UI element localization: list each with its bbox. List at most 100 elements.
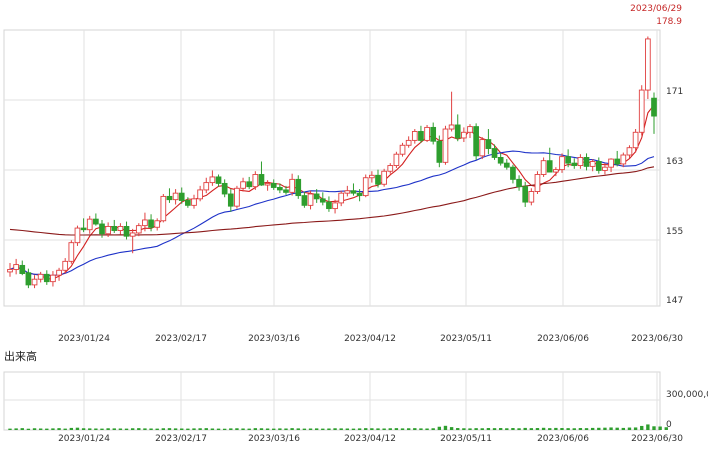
candle <box>62 258 69 274</box>
candle <box>93 213 99 226</box>
volume-bar <box>351 428 356 430</box>
volume-bar <box>443 425 448 430</box>
candle <box>264 180 271 191</box>
candle <box>350 183 357 196</box>
candle <box>454 114 461 142</box>
volume-bar <box>247 428 251 430</box>
volume-bar <box>94 428 98 430</box>
candle <box>461 127 467 143</box>
candle <box>154 218 161 231</box>
volume-bar <box>259 428 264 430</box>
volume-bar <box>81 428 86 430</box>
volume-bar <box>400 428 405 430</box>
volume-bar <box>167 428 172 430</box>
x-tick-label: 2023/01/24 <box>58 334 110 344</box>
volume-bar <box>572 428 576 430</box>
volume-bar <box>462 428 466 430</box>
candle <box>638 85 645 136</box>
volume-bar <box>333 428 337 430</box>
x-tick-label: 2023/02/17 <box>155 334 207 344</box>
volume-bar <box>492 428 497 430</box>
candle <box>338 190 345 207</box>
candle <box>178 187 185 204</box>
volume-bar <box>321 428 325 430</box>
volume-bar <box>32 428 37 430</box>
candle <box>411 129 418 144</box>
volume-bar <box>63 428 67 430</box>
volume-x-tick-label: 2023/04/12 <box>344 434 396 444</box>
candle <box>86 215 93 234</box>
volume-bar <box>566 428 570 430</box>
volume-bar <box>216 428 221 430</box>
candle <box>626 145 633 159</box>
candle <box>442 125 449 165</box>
candle <box>602 163 608 175</box>
volume-bar <box>253 428 258 430</box>
candle <box>270 179 277 190</box>
volume-bar <box>456 428 460 430</box>
volume-bar <box>633 427 638 430</box>
volume-bar <box>388 428 392 430</box>
candle <box>344 185 351 197</box>
volume-bar <box>548 428 552 430</box>
volume-bar <box>437 426 442 430</box>
volume-bar <box>578 428 583 430</box>
candle <box>221 179 228 198</box>
moving-averages <box>9 104 655 280</box>
volume-x-tick-label: 2023/01/24 <box>58 434 110 444</box>
volume-bar <box>468 428 472 430</box>
volume-bar <box>186 428 190 430</box>
candles <box>7 36 657 289</box>
candle <box>37 271 44 283</box>
volume-bar <box>597 427 601 430</box>
candle <box>571 158 578 169</box>
volume-bar <box>652 426 656 430</box>
volume-bar <box>413 428 417 430</box>
volume-bar <box>290 428 294 430</box>
volume-bar <box>541 427 546 430</box>
volume-bar <box>38 428 43 430</box>
candle <box>215 174 222 187</box>
candle <box>497 153 504 166</box>
candle <box>565 149 571 168</box>
volume-bar <box>124 428 129 430</box>
volume-bar <box>51 428 55 430</box>
candle <box>399 142 406 157</box>
volume-bar <box>627 427 632 430</box>
volume-bar <box>112 428 116 430</box>
candle <box>313 189 320 203</box>
candle <box>240 177 246 192</box>
candle <box>369 171 375 183</box>
candle <box>559 153 565 173</box>
ma-short-line <box>9 104 655 280</box>
axis-labels: 2023/01/24 2023/01/24 2023/02/17 2023/02/17… <box>58 87 708 444</box>
candle <box>424 124 430 143</box>
volume-bar <box>278 428 282 430</box>
volume-bar <box>265 428 270 430</box>
volume-label: 出来高 <box>4 349 37 363</box>
volume-bar <box>137 428 141 430</box>
volume-bar <box>143 428 147 430</box>
candle <box>56 267 62 281</box>
volume-bar <box>272 428 276 430</box>
volume-bars <box>8 424 668 430</box>
candle <box>583 153 590 171</box>
volume-y-tick-label: 300,000,0 <box>666 390 708 400</box>
candle <box>105 222 111 237</box>
candle <box>258 161 265 186</box>
candle <box>111 219 118 233</box>
volume-bar <box>14 428 18 430</box>
volume-bar <box>302 428 307 430</box>
candle <box>301 191 308 208</box>
candle <box>516 175 522 191</box>
candle <box>467 124 473 138</box>
candle <box>68 240 75 264</box>
volume-bar <box>511 428 515 430</box>
candle <box>632 129 639 153</box>
candle <box>25 268 32 289</box>
volume-bar <box>517 428 521 430</box>
candle <box>393 151 400 168</box>
volume-bar <box>535 428 540 430</box>
volume-bar <box>314 428 319 430</box>
